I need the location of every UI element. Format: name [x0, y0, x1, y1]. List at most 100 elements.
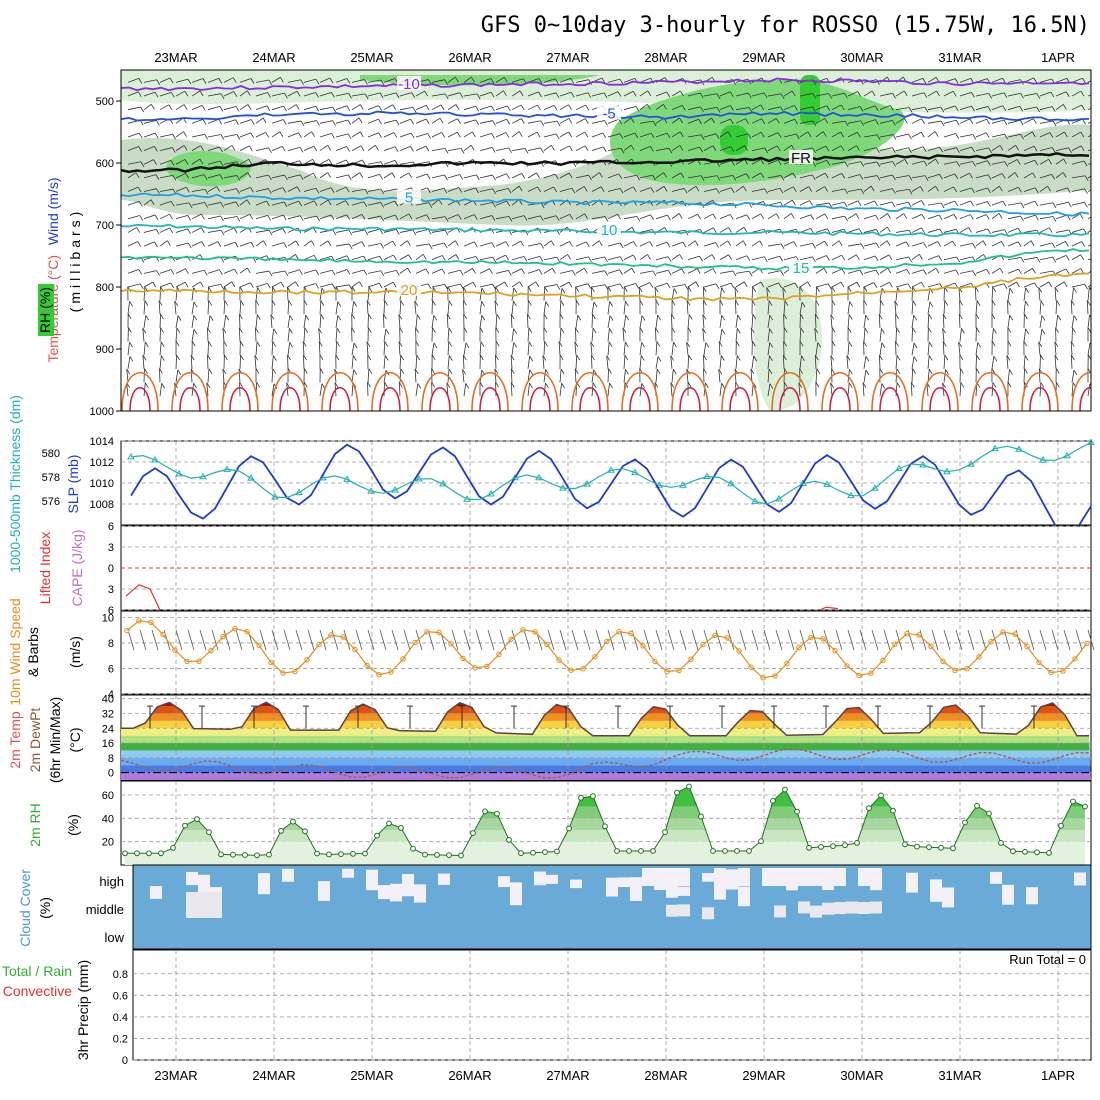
temp-tick-16: 16 [102, 738, 114, 750]
warm-contour-30 [779, 386, 801, 411]
ylabel-temp-unit: (°C) [67, 727, 83, 752]
warm-contour-25 [1021, 371, 1059, 411]
contour-label--10: -10 [398, 76, 420, 93]
date-top-28MAR: 28MAR [644, 50, 687, 65]
contour-label-20: 20 [401, 282, 418, 299]
ylabel-cape: CAPE (J/kg) [69, 529, 85, 606]
wind-tick-4: 4 [108, 689, 114, 701]
slp-line [130, 443, 1092, 535]
ylabel-precip-conv: Convective [3, 983, 72, 999]
li-tick--3: 3 [108, 542, 114, 554]
warm-contour-25 [171, 371, 209, 411]
warm-contour-25 [921, 371, 959, 411]
warm-contour-30 [429, 386, 451, 411]
warm-contour-25 [871, 371, 909, 411]
ylabel-thickness: 1000-500mb Thickness (dm) [7, 395, 23, 573]
temp-tick-32: 32 [102, 708, 114, 720]
cloud-level-middle: middle [86, 902, 124, 917]
ylabel-pressure: (millibars) [67, 208, 83, 313]
dewpt2m-line [120, 748, 1090, 779]
pressure-tick-800: 800 [96, 282, 114, 294]
warm-contour-30 [679, 386, 701, 411]
slp-tick-1008: 1008 [90, 499, 114, 511]
rh-core-2 [800, 75, 820, 125]
slp-tick-1010: 1010 [90, 478, 114, 490]
warm-contour-30 [479, 386, 501, 411]
warm-contour-25 [971, 371, 1009, 411]
run-total: Run Total = 0 [1009, 952, 1086, 967]
warm-contour-25 [621, 371, 659, 411]
li-tick--6: 6 [108, 521, 114, 533]
date-top-25MAR: 25MAR [350, 50, 393, 65]
warm-contour-25 [671, 371, 709, 411]
date-bottom-29MAR: 29MAR [742, 1068, 785, 1083]
slp-panel: 1008 1010 1012 1014 576 578 580 1000-500mb Thi… [7, 395, 1095, 573]
slp-tick-1012: 1012 [90, 457, 114, 469]
date-top-24MAR: 24MAR [252, 50, 295, 65]
temp-tick-40: 40 [102, 694, 114, 706]
contour-5 [121, 192, 1090, 217]
rh2m-panel: 20 40 60 2m RH (%) [27, 780, 1092, 866]
temp2m-panel: 0 8 16 24 32 40 2m Temp 2m DewPt (6hr Min/Max… [7, 694, 1092, 783]
ylabel-dewpt2m: 2m DewPt [27, 708, 43, 773]
ylabel-precip-total: Total / Rain [2, 963, 72, 979]
contour-label-10: 10 [601, 222, 618, 239]
warm-contour-25 [221, 371, 259, 411]
rh-tick-60: 60 [102, 790, 114, 802]
warm-contour-30 [1079, 386, 1091, 411]
pressure-ticks: 500 600 700 800 900 1000 [90, 96, 121, 418]
thick-tick-580: 580 [42, 448, 60, 460]
precip-tick-0: 0 [122, 1055, 128, 1067]
pressure-tick-900: 900 [96, 344, 114, 356]
date-top-1APR: 1APR [1041, 50, 1075, 65]
temp2m-line [121, 701, 1089, 737]
warm-contour-30 [379, 386, 401, 411]
ylabel-wind10-barbs: & Barbs [25, 627, 41, 677]
ylabel-wind10: 10m Wind Speed [7, 598, 23, 705]
warm-contour-30 [229, 386, 251, 411]
rh-tick-40: 40 [102, 813, 114, 825]
cloud-level-high: high [99, 874, 124, 889]
date-axis-bottom: 23MAR 24MAR 25MAR 26MAR 27MAR 28MAR 29MAR 30MAR… [154, 1068, 1075, 1083]
date-axis-top: 23MAR 24MAR 25MAR 26MAR 27MAR 28MAR 29MAR 30MAR… [154, 50, 1075, 65]
ylabel-minmax: (6hr Min/Max) [47, 697, 63, 783]
date-top-30MAR: 30MAR [840, 50, 883, 65]
ylabel-rh: RH (%) [37, 287, 53, 333]
date-bottom-31MAR: 31MAR [938, 1068, 981, 1083]
warm-contour-30 [529, 386, 551, 411]
warm-contour-25 [121, 371, 159, 411]
rh-band-low [753, 278, 822, 411]
warm-contour-25 [821, 371, 859, 411]
date-bottom-27MAR: 27MAR [546, 1068, 589, 1083]
date-bottom-28MAR: 28MAR [644, 1068, 687, 1083]
ylabel-temp2m: 2m Temp [7, 711, 23, 769]
date-top-23MAR: 23MAR [154, 50, 197, 65]
warm-contour-25 [721, 371, 759, 411]
li-line-2 [819, 606, 839, 611]
rh-legend-swatch [38, 284, 54, 336]
rh-core-1 [720, 125, 748, 155]
warm-contour-30 [129, 386, 151, 411]
li-line [125, 584, 161, 611]
warm-contour-30 [179, 386, 201, 411]
thickness-line [130, 441, 1092, 505]
date-bottom-24MAR: 24MAR [252, 1068, 295, 1083]
pressure-tick-1000: 1000 [90, 406, 114, 418]
li-tick-0: 0 [108, 563, 114, 575]
wind10-panel: 4 6 8 10 10m Wind Speed & Barbs (m/s) [7, 598, 1095, 706]
contour--10 [121, 77, 1090, 92]
ylabel-wind: Wind (m/s) [45, 177, 61, 245]
contour-label-FR: FR [791, 150, 811, 167]
warm-contour-30 [1029, 386, 1051, 411]
wind10-line [126, 620, 1088, 679]
date-bottom-30MAR: 30MAR [840, 1068, 883, 1083]
date-bottom-23MAR: 23MAR [154, 1068, 197, 1083]
cape-panel: 6 3 0 3 6 Lifted Index CAPE (J/kg) [37, 521, 1092, 617]
contour-label-15: 15 [793, 260, 810, 277]
rh-tick-20: 20 [102, 837, 114, 849]
warm-contour-25 [1071, 371, 1091, 411]
warm-contour-25 [371, 371, 409, 411]
date-top-31MAR: 31MAR [938, 50, 981, 65]
